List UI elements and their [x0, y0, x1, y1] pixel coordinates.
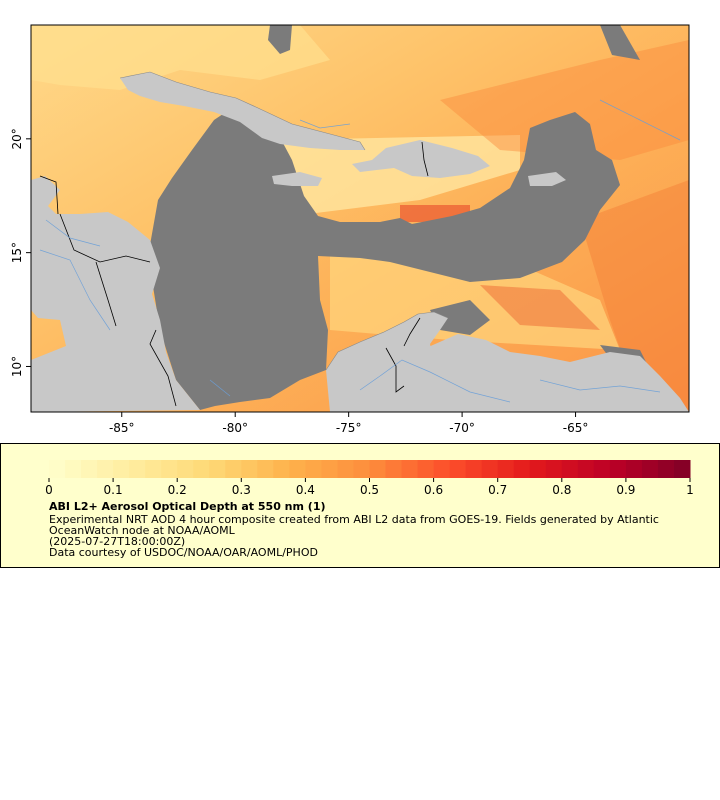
- lon-tick-label: -70°: [449, 421, 475, 435]
- colorbar: [49, 460, 691, 478]
- colorbar-segment: [465, 460, 483, 478]
- colorbar-segment: [353, 460, 370, 478]
- colorbar-segment: [529, 460, 547, 478]
- colorbar-segment: [433, 460, 451, 478]
- land-south-america: [326, 312, 689, 412]
- colorbar-segment: [225, 460, 242, 478]
- colorbar-segment: [209, 460, 226, 478]
- land-central-america: [31, 176, 200, 412]
- colorbar-segment: [625, 460, 643, 478]
- colorbar-segment: [385, 460, 403, 478]
- colorbar-segment: [673, 460, 691, 478]
- legend-description: Experimental NRT AOD 4 hour composite cr…: [49, 513, 659, 526]
- colorbar-segment: [257, 460, 274, 478]
- lat-axis: 20° 15° 10°: [10, 128, 31, 377]
- map-frame: [30, 24, 690, 413]
- colorbar-tick-label: 0.6: [424, 483, 443, 497]
- lon-tick-label: -65°: [563, 421, 589, 435]
- land-cuba: [120, 72, 365, 150]
- colorbar-tick-label: 0.7: [488, 483, 507, 497]
- colorbar-segment: [161, 460, 178, 478]
- legend-time: (2025-07-27T18:00:00Z): [49, 535, 186, 548]
- lon-tick-label: -75°: [336, 421, 362, 435]
- colorbar-segment: [401, 460, 419, 478]
- colorbar-segment: [593, 460, 611, 478]
- nodata-region: [600, 25, 640, 60]
- colorbar-segment: [609, 460, 627, 478]
- colorbar-segment: [113, 460, 130, 478]
- land-puerto-rico: [528, 172, 566, 186]
- colorbar-tick-label: 0.1: [104, 483, 123, 497]
- colorbar-segment: [241, 460, 258, 478]
- aod-high-patch: [580, 180, 689, 410]
- colorbar-tick-label: 0.3: [232, 483, 251, 497]
- colorbar-segment: [273, 460, 290, 478]
- colorbar-segment: [481, 460, 499, 478]
- colorbar-segment: [513, 460, 531, 478]
- colorbar-segment: [449, 460, 467, 478]
- colorbar-segment: [641, 460, 659, 478]
- aod-high-patch: [480, 285, 600, 330]
- land-jamaica: [272, 172, 322, 186]
- land-hispaniola: [352, 140, 490, 178]
- colorbar-tick-label: 0.2: [168, 483, 187, 497]
- lon-axis: -85° -80° -75° -70° -65°: [109, 412, 588, 435]
- colorbar-segment: [337, 460, 354, 478]
- colorbar-tick-label: 0.8: [552, 483, 571, 497]
- legend-panel: 0 0.1 0.2 0.3 0.4 0.5 0.6 0.7 0.8 0.9 1 ABI L2+ Ae…: [0, 443, 720, 568]
- colorbar-ticks: 0 0.1 0.2 0.3 0.4 0.5 0.6 0.7 0.8 0.9 1: [45, 478, 694, 497]
- lat-tick-label: 15°: [10, 242, 24, 263]
- colorbar-segment: [193, 460, 210, 478]
- colorbar-segment: [657, 460, 675, 478]
- nodata-region: [150, 104, 620, 410]
- colorbar-tick-label: 0.9: [616, 483, 635, 497]
- lon-tick-label: -85°: [109, 421, 135, 435]
- aod-low-patch: [31, 25, 330, 90]
- lon-tick-label: -80°: [222, 421, 248, 435]
- map-panel: -85° -80° -75° -70° -65° 20° 15° 10°: [10, 24, 690, 435]
- colorbar-segment: [97, 460, 114, 478]
- aod-high-patch: [440, 40, 689, 160]
- colorbar-tick-label: 0.4: [296, 483, 315, 497]
- nodata-region: [268, 25, 292, 54]
- colorbar-segment: [177, 460, 194, 478]
- lat-tick-label: 10°: [10, 356, 24, 377]
- legend-title: ABI L2+ Aerosol Optical Depth at 550 nm …: [49, 500, 326, 513]
- lat-tick-label: 20°: [10, 128, 24, 149]
- colorbar-segment: [129, 460, 146, 478]
- colorbar-segment: [321, 460, 338, 478]
- colorbar-segment: [577, 460, 595, 478]
- colorbar-segment: [81, 460, 98, 478]
- colorbar-segment: [545, 460, 563, 478]
- colorbar-segment: [561, 460, 579, 478]
- colorbar-segment: [497, 460, 515, 478]
- colorbar-tick-label: 0: [45, 483, 53, 497]
- colorbar-segment: [289, 460, 306, 478]
- colorbar-segment: [369, 460, 387, 478]
- colorbar-segment: [49, 460, 66, 478]
- rivers: [39, 99, 681, 403]
- country-borders: [39, 141, 429, 407]
- colorbar-segment: [145, 460, 162, 478]
- legend-description: OceanWatch node at NOAA/AOML: [49, 524, 235, 537]
- colorbar-segment: [305, 460, 322, 478]
- legend-credit: Data courtesy of USDOC/NOAA/OAR/AOML/PHO…: [49, 546, 318, 559]
- colorbar-segment: [417, 460, 435, 478]
- colorbar-segment: [65, 460, 82, 478]
- colorbar-tick-label: 1: [686, 483, 694, 497]
- nodata-region: [430, 300, 490, 335]
- colorbar-tick-label: 0.5: [360, 483, 379, 497]
